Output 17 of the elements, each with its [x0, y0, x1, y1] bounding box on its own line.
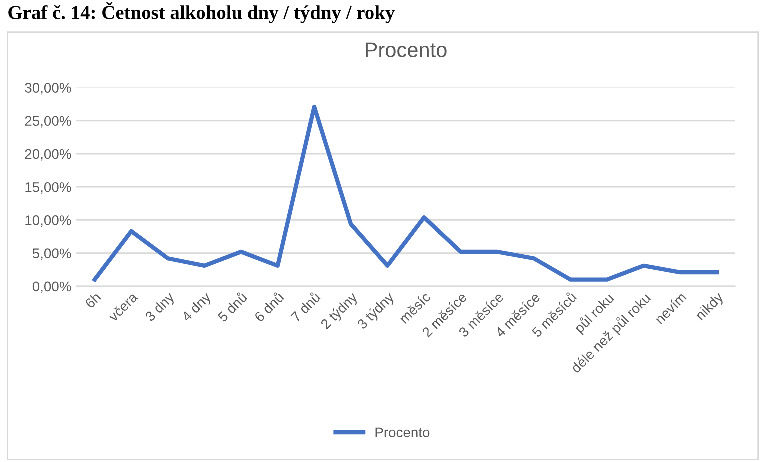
y-tick-label: 15,00%: [26, 182, 72, 194]
y-tick-label: 25,00%: [25, 116, 72, 128]
line-series: [92, 104, 720, 282]
x-tick-label: 7 dnů: [290, 291, 322, 323]
text: Graf č. 14: Četnost alkoholu dny / týdny / roky: [8, 2, 395, 24]
x-tick-label: 5 dnů: [216, 291, 248, 323]
legend-label: Procento: [376, 428, 430, 438]
y-tick-label: 30,00%: [25, 83, 72, 95]
x-tick-label: 4 dny: [180, 291, 214, 324]
chart-title: Procento: [366, 42, 447, 58]
x-tick-label: 6 dnů: [253, 291, 284, 323]
y-tick-label: 0,00%: [32, 282, 72, 294]
y-tick-label: 10,00%: [26, 216, 72, 228]
x-tick-label: 6h: [84, 292, 102, 309]
y-tick-label: 5,00%: [32, 248, 72, 260]
x-tick-label: 3 dny: [144, 291, 178, 324]
y-tick-label: 20,00%: [25, 149, 72, 161]
